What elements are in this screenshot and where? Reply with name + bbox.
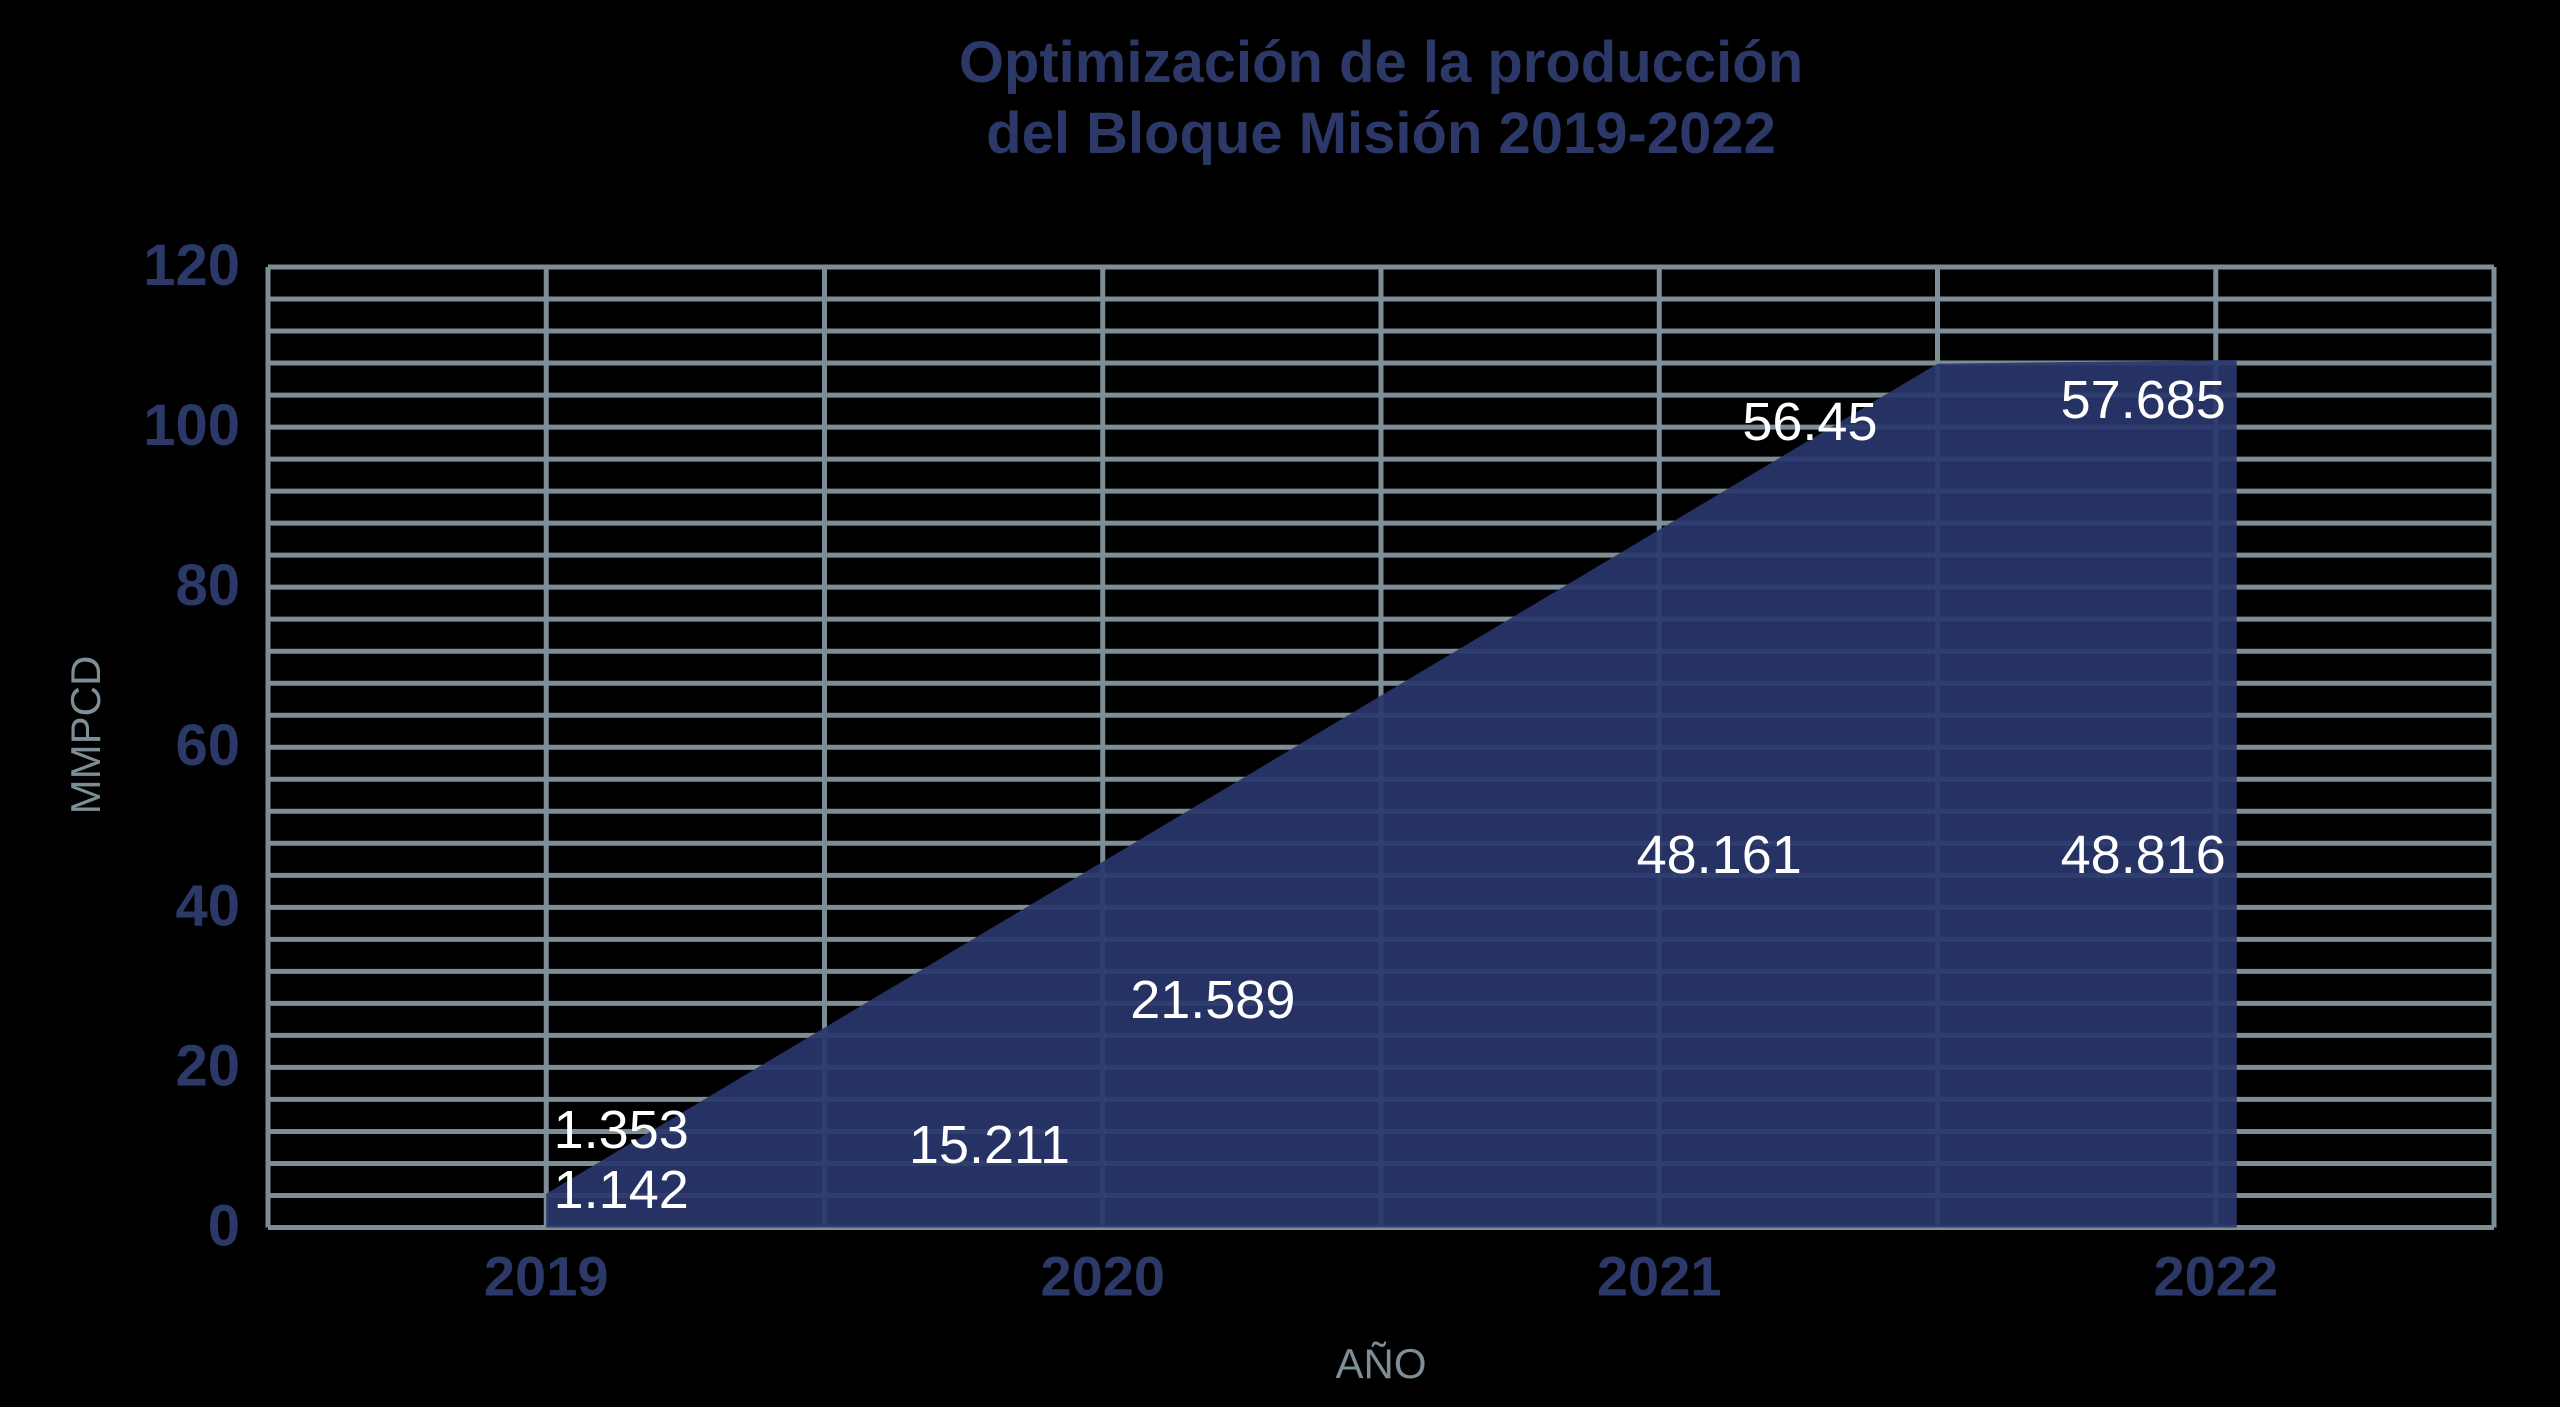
svg-text:48.816: 48.816 [2061,825,2226,885]
svg-text:1.142: 1.142 [554,1160,689,1220]
svg-text:48.161: 48.161 [1637,825,1802,885]
svg-text:20: 20 [175,1033,240,1098]
svg-text:0: 0 [208,1194,240,1259]
svg-text:2021: 2021 [1597,1245,1722,1308]
svg-text:57.685: 57.685 [2061,370,2226,430]
svg-text:40: 40 [175,873,240,938]
svg-text:15.211: 15.211 [909,1115,1070,1175]
svg-text:56.45: 56.45 [1742,392,1877,452]
svg-text:80: 80 [175,553,240,618]
svg-text:100: 100 [143,393,240,458]
svg-text:1.353: 1.353 [554,1100,689,1160]
svg-text:2019: 2019 [484,1245,609,1308]
svg-text:120: 120 [143,233,240,298]
svg-text:21.589: 21.589 [1130,970,1295,1030]
svg-text:2022: 2022 [2154,1245,2279,1308]
svg-text:60: 60 [175,713,240,778]
svg-text:2020: 2020 [1041,1245,1166,1308]
